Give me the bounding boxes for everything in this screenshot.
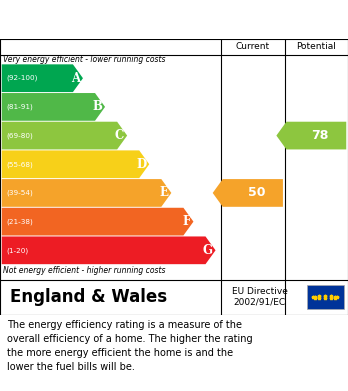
Text: (21-38): (21-38)	[6, 219, 33, 225]
Text: C: C	[115, 129, 124, 142]
Text: (92-100): (92-100)	[6, 75, 37, 81]
Text: (69-80): (69-80)	[6, 132, 33, 139]
Text: B: B	[92, 100, 102, 113]
Polygon shape	[2, 151, 149, 178]
Text: Potential: Potential	[296, 42, 336, 51]
Polygon shape	[213, 179, 283, 207]
Text: (39-54): (39-54)	[6, 190, 33, 196]
Polygon shape	[276, 122, 346, 149]
Text: 50: 50	[247, 187, 265, 199]
Text: (81-91): (81-91)	[6, 104, 33, 110]
Polygon shape	[2, 93, 105, 121]
Text: 78: 78	[311, 129, 329, 142]
Text: Energy Efficiency Rating: Energy Efficiency Rating	[10, 12, 220, 27]
Polygon shape	[2, 122, 127, 149]
Text: D: D	[136, 158, 147, 171]
Text: Not energy efficient - higher running costs: Not energy efficient - higher running co…	[3, 266, 166, 275]
Text: The energy efficiency rating is a measure of the
overall efficiency of a home. T: The energy efficiency rating is a measur…	[7, 320, 253, 372]
Text: England & Wales: England & Wales	[10, 288, 168, 306]
Text: (55-68): (55-68)	[6, 161, 33, 167]
Polygon shape	[2, 65, 83, 92]
Text: G: G	[203, 244, 213, 257]
Polygon shape	[2, 179, 171, 207]
Polygon shape	[2, 208, 193, 235]
Text: E: E	[160, 187, 168, 199]
Text: (1-20): (1-20)	[6, 247, 28, 254]
Text: A: A	[71, 72, 80, 85]
FancyBboxPatch shape	[307, 285, 343, 310]
Text: Very energy efficient - lower running costs: Very energy efficient - lower running co…	[3, 55, 166, 64]
Text: EU Directive
2002/91/EC: EU Directive 2002/91/EC	[232, 287, 288, 307]
Text: Current: Current	[236, 42, 270, 51]
Text: F: F	[182, 215, 191, 228]
Polygon shape	[2, 237, 215, 264]
